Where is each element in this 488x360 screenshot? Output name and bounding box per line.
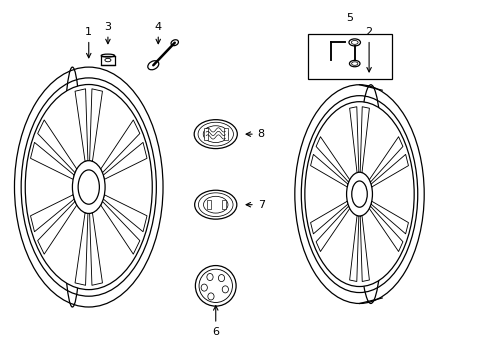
Ellipse shape (206, 274, 213, 280)
Polygon shape (368, 206, 402, 252)
Polygon shape (38, 202, 77, 254)
Polygon shape (370, 154, 407, 187)
Ellipse shape (101, 54, 114, 57)
Text: 6: 6 (212, 306, 219, 337)
Bar (203, 129, 207, 140)
Ellipse shape (357, 85, 383, 303)
Bar (224, 129, 227, 140)
Text: 7: 7 (245, 200, 264, 210)
Polygon shape (310, 201, 347, 234)
Text: 8: 8 (245, 129, 264, 139)
Ellipse shape (194, 190, 236, 219)
Ellipse shape (194, 120, 237, 149)
Polygon shape (310, 154, 347, 187)
Ellipse shape (349, 60, 359, 67)
Ellipse shape (348, 39, 360, 46)
Ellipse shape (62, 67, 82, 307)
Ellipse shape (218, 275, 224, 282)
Polygon shape (101, 120, 140, 173)
Polygon shape (89, 213, 102, 285)
Polygon shape (360, 107, 368, 173)
Polygon shape (368, 137, 402, 182)
Bar (207, 200, 211, 209)
Text: 4: 4 (154, 22, 162, 44)
Polygon shape (89, 89, 102, 161)
Polygon shape (38, 120, 77, 173)
Text: 2: 2 (365, 27, 372, 72)
Text: 3: 3 (104, 22, 111, 44)
Ellipse shape (171, 40, 178, 46)
Polygon shape (75, 213, 88, 285)
Polygon shape (101, 202, 140, 254)
Text: 5: 5 (346, 13, 353, 23)
Ellipse shape (304, 102, 413, 287)
Ellipse shape (25, 85, 152, 289)
Polygon shape (370, 201, 407, 234)
Polygon shape (349, 107, 358, 173)
Ellipse shape (207, 293, 214, 300)
Polygon shape (103, 195, 147, 232)
Polygon shape (315, 137, 349, 182)
Polygon shape (75, 89, 88, 161)
Polygon shape (103, 143, 147, 179)
Polygon shape (30, 143, 74, 179)
Polygon shape (349, 216, 358, 282)
Ellipse shape (346, 172, 372, 216)
Ellipse shape (147, 61, 159, 70)
Ellipse shape (222, 286, 228, 293)
Polygon shape (360, 216, 368, 282)
Bar (101, 55, 114, 64)
Text: 1: 1 (85, 27, 92, 58)
Bar (222, 200, 226, 209)
Bar (307, 35, 391, 78)
Polygon shape (30, 195, 74, 232)
Ellipse shape (201, 284, 207, 291)
Ellipse shape (195, 266, 236, 306)
Polygon shape (315, 206, 349, 252)
Ellipse shape (72, 161, 105, 213)
